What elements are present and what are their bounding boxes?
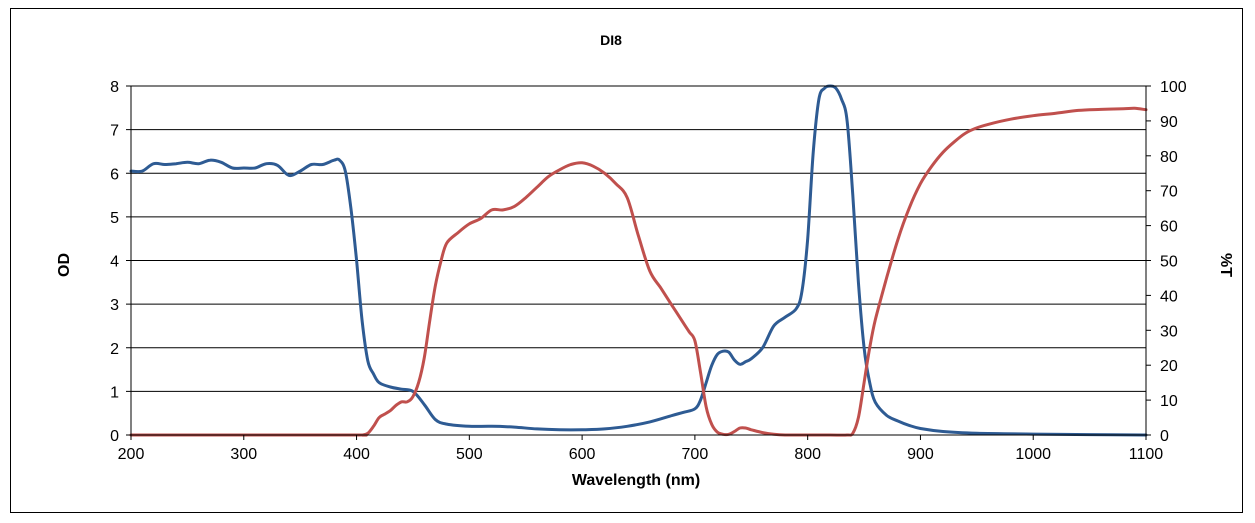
y2-tick-label: 10: [1160, 393, 1178, 410]
y-tick-label: 1: [110, 384, 119, 401]
x-axis-title: Wavelength (nm): [572, 472, 700, 489]
y-tick-label: 3: [110, 297, 119, 314]
x-tick-label: 200: [118, 446, 145, 463]
y2-tick-label: 80: [1160, 149, 1178, 166]
y2-tick-label: 40: [1160, 288, 1178, 305]
x-tick-label: 900: [907, 446, 934, 463]
od-series-line: [129, 84, 1148, 437]
y2-axis-title: %T: [1217, 253, 1234, 277]
x-tick-label: 400: [343, 446, 370, 463]
x-tick-label: 1100: [1129, 446, 1164, 463]
x-tick-label: 600: [569, 446, 596, 463]
chart-frame: DI8 Wavelength (nm) OD %T 0 1 2 3 4 5 6 7 8 0 10 20…: [10, 8, 1243, 513]
y2-tick-label: 90: [1160, 114, 1178, 131]
plot-area-border: [130, 85, 1147, 436]
y-tick-label: 4: [110, 254, 119, 271]
x-tick-label: 1000: [1015, 446, 1051, 463]
y2-tick-label: 0: [1160, 428, 1169, 445]
series-group: [129, 84, 1148, 437]
chart-title: DI8: [600, 32, 622, 48]
x-tick-label: 500: [456, 446, 483, 463]
y2-tick-label: 60: [1160, 219, 1178, 236]
y-tick-label: 8: [110, 79, 119, 96]
x-tick-label: 700: [682, 446, 709, 463]
y-tick-label: 2: [110, 341, 119, 358]
y2-tick-label: 50: [1160, 254, 1178, 271]
y2-tick-label: 30: [1160, 323, 1178, 340]
y-tick-label: 5: [110, 210, 119, 227]
gridlines: [131, 85, 1146, 436]
y-tick-label: 6: [110, 166, 119, 183]
y2-tick-label: 20: [1160, 358, 1178, 375]
y2-tick-label: 100: [1160, 79, 1187, 96]
chart-svg: DI8 Wavelength (nm) OD %T 01234567801020…: [56, 32, 1234, 489]
transmission-series-line: [129, 106, 1148, 437]
x-tick-label: 800: [794, 446, 821, 463]
y-tick-label: 7: [110, 123, 119, 140]
y2-tick-label: 70: [1160, 184, 1178, 201]
y-axis-title: OD: [56, 253, 73, 277]
x-tick-label: 300: [230, 446, 257, 463]
y-tick-label: 0: [110, 428, 119, 445]
